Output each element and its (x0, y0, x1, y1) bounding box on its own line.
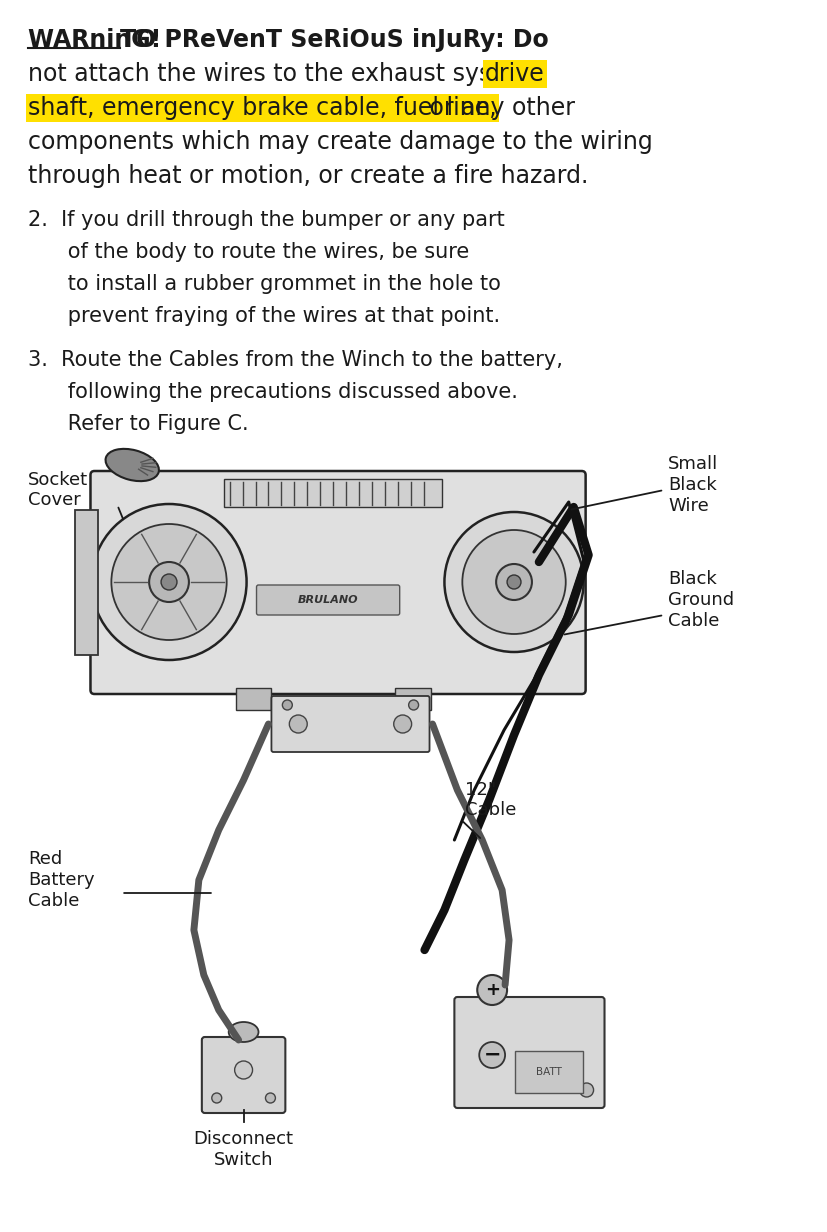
Bar (236, 687, 271, 710)
Bar (223, 479, 442, 508)
Ellipse shape (228, 1023, 258, 1042)
Circle shape (282, 700, 292, 710)
Text: Black
Ground
Cable: Black Ground Cable (667, 570, 734, 630)
Text: Small
Black
Wire: Small Black Wire (667, 455, 718, 515)
Text: or any other: or any other (421, 96, 574, 120)
Circle shape (161, 574, 177, 590)
Text: Red
Battery
Cable: Red Battery Cable (28, 850, 94, 909)
FancyBboxPatch shape (454, 997, 604, 1108)
Text: BATT: BATT (535, 1067, 561, 1077)
FancyBboxPatch shape (90, 471, 585, 694)
Circle shape (461, 530, 565, 634)
Text: 3.  Route the Cables from the Winch to the battery,: 3. Route the Cables from the Winch to th… (28, 350, 562, 370)
Circle shape (149, 562, 189, 602)
Text: 2.  If you drill through the bumper or any part: 2. If you drill through the bumper or an… (28, 209, 504, 230)
Text: TO PReVenT SeRiOuS inJuRy: Do: TO PReVenT SeRiOuS inJuRy: Do (120, 28, 548, 52)
Text: Refer to Figure C.: Refer to Figure C. (28, 414, 248, 434)
FancyBboxPatch shape (256, 585, 399, 615)
Bar (514, 1051, 582, 1093)
Circle shape (495, 564, 531, 600)
Text: following the precautions discussed above.: following the precautions discussed abov… (28, 382, 517, 402)
Text: through heat or motion, or create a fire hazard.: through heat or motion, or create a fire… (28, 164, 587, 188)
Circle shape (579, 1083, 593, 1096)
Text: not attach the wires to the exhaust system,: not attach the wires to the exhaust syst… (28, 62, 552, 86)
Text: −: − (483, 1045, 500, 1064)
Text: Socket
Cover: Socket Cover (28, 471, 88, 509)
Text: prevent fraying of the wires at that point.: prevent fraying of the wires at that poi… (28, 306, 500, 326)
Circle shape (444, 513, 583, 652)
Text: WARninG!: WARninG! (28, 28, 170, 52)
Text: BRULANO: BRULANO (298, 595, 358, 605)
Circle shape (506, 575, 520, 589)
Circle shape (265, 1093, 275, 1103)
Circle shape (289, 715, 307, 733)
Ellipse shape (105, 448, 159, 482)
Bar (394, 687, 430, 710)
Circle shape (394, 715, 411, 733)
Text: components which may create damage to the wiring: components which may create damage to th… (28, 131, 652, 154)
Text: to install a rubber grommet in the hole to: to install a rubber grommet in the hole … (28, 274, 500, 294)
Circle shape (212, 1093, 222, 1103)
FancyBboxPatch shape (271, 696, 429, 752)
Text: 12"
Cable: 12" Cable (465, 781, 516, 819)
Text: drive: drive (485, 62, 544, 86)
Text: +: + (484, 981, 499, 999)
Circle shape (111, 524, 227, 639)
Circle shape (409, 700, 418, 710)
Circle shape (476, 975, 506, 1005)
Circle shape (479, 1042, 504, 1068)
Bar (74, 510, 98, 655)
Text: shaft, emergency brake cable, fuel line,: shaft, emergency brake cable, fuel line, (28, 96, 496, 120)
Circle shape (91, 504, 246, 660)
Text: of the body to route the wires, be sure: of the body to route the wires, be sure (28, 241, 469, 262)
Text: Disconnect
Switch: Disconnect Switch (194, 1130, 294, 1169)
Circle shape (234, 1061, 252, 1079)
FancyBboxPatch shape (202, 1037, 285, 1112)
